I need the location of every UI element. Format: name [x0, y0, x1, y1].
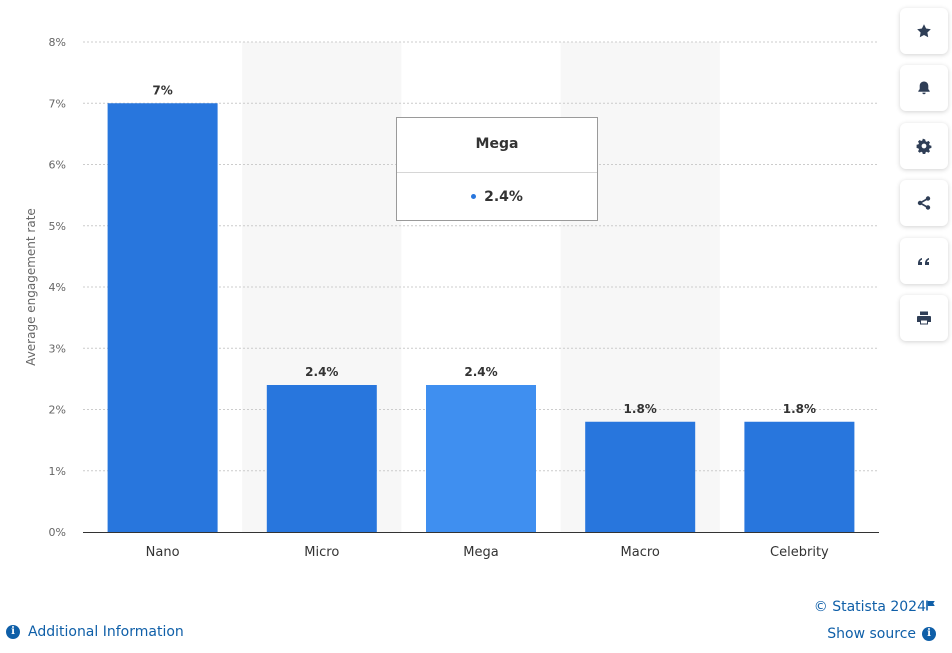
flag-icon[interactable]: [926, 596, 936, 615]
data-label: 7%: [152, 83, 172, 97]
share-button[interactable]: [900, 180, 948, 226]
tooltip-value-row: 2.4%: [397, 173, 597, 221]
notification-button[interactable]: [900, 65, 948, 111]
tooltip-title: Mega: [397, 118, 597, 173]
bar-mega: [426, 385, 536, 532]
info-icon: i: [6, 625, 20, 639]
x-tick-label: Mega: [463, 545, 498, 560]
bar-nano: [107, 103, 218, 532]
show-source-label: Show source: [827, 626, 916, 642]
y-axis-title: Average engagement rate: [24, 208, 38, 366]
show-source-link[interactable]: Show source i: [827, 626, 936, 642]
data-label: 1.8%: [783, 402, 816, 416]
bar-micro: [266, 385, 377, 532]
y-tick-label: 5%: [49, 220, 66, 233]
x-tick-label: Micro: [304, 545, 339, 560]
bar-macro: [585, 421, 696, 532]
series-dot-icon: [471, 193, 477, 199]
bar-chart: 0%1%2%3%4%5%6%7%8%7%Nano2.4%Micro2.4%Meg…: [24, 36, 879, 560]
settings-button[interactable]: [900, 123, 948, 169]
data-label: 1.8%: [624, 402, 657, 416]
y-tick-label: 4%: [49, 281, 66, 294]
favorite-button[interactable]: [900, 8, 948, 54]
y-tick-label: 2%: [49, 404, 66, 417]
share-icon: [917, 196, 931, 210]
cite-button[interactable]: [900, 238, 948, 284]
print-button[interactable]: [900, 295, 948, 341]
y-tick-label: 6%: [49, 159, 66, 172]
credits-line[interactable]: © Statista 2024: [814, 596, 936, 615]
x-tick-label: Celebrity: [770, 545, 829, 560]
info-icon: i: [922, 627, 936, 641]
y-tick-label: 3%: [49, 342, 66, 355]
chart-tooltip: Mega 2.4%: [396, 117, 598, 221]
data-label: 2.4%: [305, 365, 338, 379]
y-tick-label: 0%: [49, 526, 66, 539]
x-tick-label: Nano: [146, 545, 180, 560]
additional-information-label: Additional Information: [28, 624, 184, 640]
quote-icon: [918, 258, 929, 265]
statista-credits[interactable]: © Statista 2024: [813, 599, 926, 615]
bell-icon: [918, 81, 930, 95]
y-tick-label: 7%: [49, 97, 66, 110]
x-tick-label: Macro: [621, 545, 660, 560]
gear-icon: [916, 138, 932, 154]
bar-celebrity: [744, 421, 855, 532]
data-label: 2.4%: [464, 365, 497, 379]
additional-information-link[interactable]: i Additional Information: [6, 624, 184, 640]
tooltip-value: 2.4%: [484, 189, 523, 205]
y-tick-label: 8%: [49, 36, 66, 49]
print-icon: [917, 311, 931, 325]
star-icon: [917, 24, 931, 38]
y-tick-label: 1%: [49, 465, 66, 478]
